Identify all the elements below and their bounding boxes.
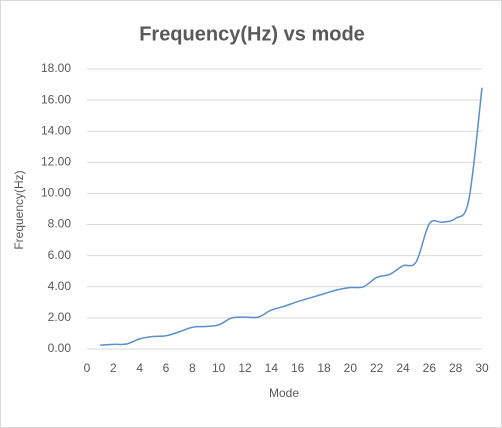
x-tick-label: 4 bbox=[136, 361, 143, 375]
x-tick-label: 14 bbox=[265, 361, 279, 375]
x-tick-label: 26 bbox=[423, 361, 437, 375]
y-tick-label: 14.00 bbox=[41, 123, 71, 137]
y-tick-label: 2.00 bbox=[48, 310, 72, 324]
x-axis-label: Mode bbox=[269, 386, 299, 400]
x-tick-label: 28 bbox=[449, 361, 463, 375]
y-tick-label: 16.00 bbox=[41, 92, 71, 106]
x-tick-label: 22 bbox=[370, 361, 384, 375]
x-tick-label: 10 bbox=[212, 361, 226, 375]
y-tick-label: 4.00 bbox=[48, 279, 72, 293]
y-tick-label: 18.00 bbox=[41, 61, 71, 75]
y-tick-label: 0.00 bbox=[48, 341, 72, 355]
line-series bbox=[100, 87, 483, 346]
x-tick-label: 18 bbox=[317, 361, 331, 375]
x-tick-label: 16 bbox=[291, 361, 305, 375]
y-axis-label: Frequency(Hz) bbox=[12, 170, 26, 249]
x-tick-label: 30 bbox=[475, 361, 489, 375]
x-tick-label: 12 bbox=[238, 361, 252, 375]
x-tick-label: 0 bbox=[84, 361, 91, 375]
y-tick-label: 8.00 bbox=[48, 217, 72, 231]
x-tick-label: 20 bbox=[344, 361, 358, 375]
x-tick-label: 6 bbox=[163, 361, 170, 375]
y-tick-label: 6.00 bbox=[48, 248, 72, 262]
x-tick-label: 8 bbox=[189, 361, 196, 375]
y-tick-label: 10.00 bbox=[41, 186, 71, 200]
x-tick-label: 24 bbox=[396, 361, 410, 375]
x-tick-label: 2 bbox=[110, 361, 117, 375]
chart-title: Frequency(Hz) vs mode bbox=[139, 23, 365, 45]
y-tick-label: 12.00 bbox=[41, 155, 71, 169]
